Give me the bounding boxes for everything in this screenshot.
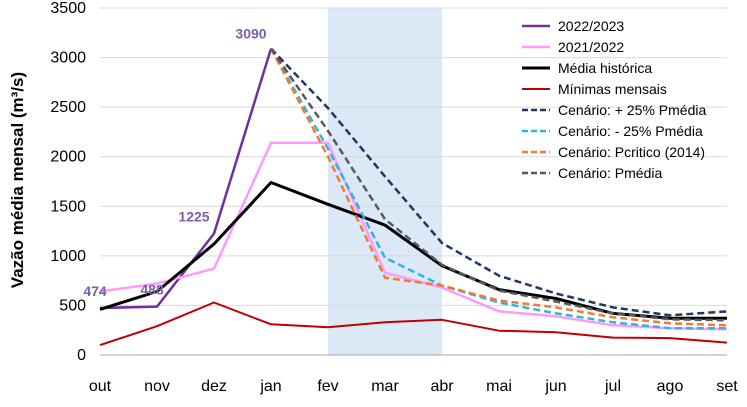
legend: 2022/2023 2021/2022 Média histórica Mínimas… <box>522 18 706 181</box>
legend-label-4: Cenário: + 25% Pmédia <box>558 102 706 118</box>
y-tick-500: 500 <box>59 297 86 314</box>
y-tick-1000: 1000 <box>50 248 86 265</box>
y-tick-2000: 2000 <box>50 149 86 166</box>
x-tick-nov: nov <box>144 378 170 395</box>
legend-label-3: Mínimas mensais <box>558 81 667 97</box>
legend-label-5: Cenário: - 25% Pmédia <box>558 123 703 139</box>
x-tick-out: out <box>89 378 112 395</box>
legend-label-1: 2021/2022 <box>558 39 624 55</box>
x-tick-dez: dez <box>201 378 227 395</box>
data-annotations: 474 488 1225 3090 <box>83 26 266 299</box>
y-tick-2500: 2500 <box>50 99 86 116</box>
series-line-0 <box>99 48 273 310</box>
series-line-5 <box>269 47 727 330</box>
x-tick-fev: fev <box>317 378 338 395</box>
legend-label-0: 2022/2023 <box>558 18 624 34</box>
legend-label-2: Média histórica <box>558 60 652 76</box>
y-tick-3500: 3500 <box>50 0 86 17</box>
x-tick-mar: mar <box>371 378 399 395</box>
annotation-1225: 1225 <box>178 209 209 225</box>
series-line-1 <box>99 141 728 331</box>
y-tick-3000: 3000 <box>50 50 86 67</box>
series-line-3 <box>99 301 728 347</box>
series-line-7 <box>269 47 728 322</box>
legend-label-7: Cenário: Pmédia <box>558 165 662 181</box>
series-line-6 <box>269 48 728 327</box>
y-axis-label: Vazão média mensal (m³/s) <box>8 72 27 288</box>
y-tick-1500: 1500 <box>50 198 86 215</box>
series-line-4 <box>270 47 728 317</box>
x-tick-jan: jan <box>259 378 281 395</box>
x-tick-ago: ago <box>657 378 684 395</box>
y-tick-0: 0 <box>77 347 86 364</box>
annotation-3090: 3090 <box>235 26 266 42</box>
legend-label-6: Cenário: Pcritico (2014) <box>558 144 705 160</box>
x-tick-set: set <box>716 378 738 395</box>
y-tick-labels: 0 500 1000 1500 2000 2500 3000 3500 <box>50 0 86 364</box>
annotation-488: 488 <box>140 282 164 298</box>
x-tick-abr: abr <box>430 378 454 395</box>
series-lines <box>99 47 728 347</box>
annotation-474: 474 <box>83 283 107 299</box>
x-tick-mai: mai <box>486 378 512 395</box>
x-tick-jul: jul <box>604 378 621 395</box>
x-tick-jun: jun <box>544 378 566 395</box>
x-tick-labels: out nov dez jan fev mar abr mai jun jul ago set <box>89 378 738 395</box>
shaded-region <box>328 8 442 355</box>
